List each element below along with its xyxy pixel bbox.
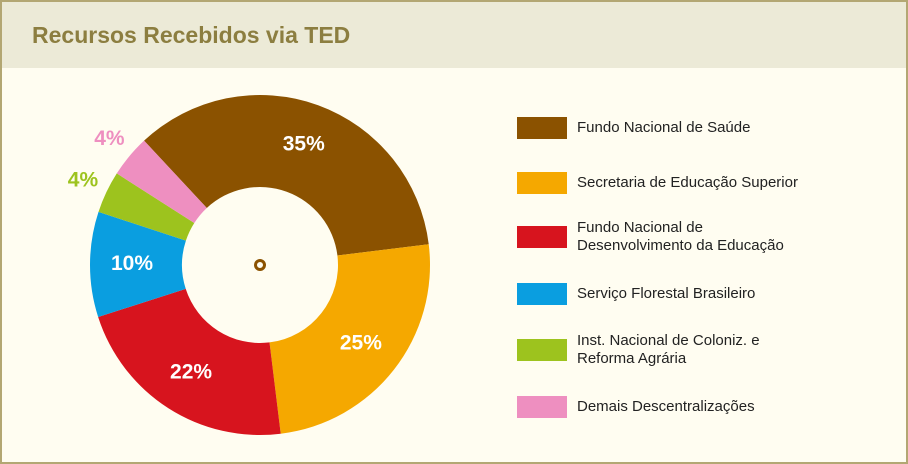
legend-item: Demais Descentralizações	[517, 385, 755, 429]
legend-item: Fundo Nacional de Saúde	[517, 106, 750, 150]
legend-swatch	[517, 339, 567, 361]
slice-label: 22%	[170, 360, 212, 383]
legend-label: Fundo Nacional de Desenvolvimento da Edu…	[577, 219, 784, 254]
slice-label: 10%	[111, 252, 153, 275]
donut-slice	[98, 288, 281, 435]
legend-swatch	[517, 226, 567, 248]
legend-label: Inst. Nacional de Coloniz. e Reforma Agr…	[577, 332, 760, 367]
donut-slice	[98, 173, 195, 241]
slice-label: 25%	[340, 331, 382, 354]
legend-item: Fundo Nacional de Desenvolvimento da Edu…	[517, 215, 784, 259]
legend-label: Fundo Nacional de Saúde	[577, 119, 751, 136]
center-dot	[254, 259, 266, 271]
donut-slice	[269, 244, 431, 434]
slice-label: 4%	[68, 168, 99, 191]
slice-label: 35%	[283, 132, 325, 155]
legend-item: Secretaria de Educação Superior	[517, 161, 798, 205]
legend-swatch	[517, 117, 567, 139]
header: Recursos Recebidos via TED	[2, 2, 906, 68]
legend-item: Serviço Florestal Brasileiro	[517, 272, 755, 316]
donut-slice	[89, 211, 186, 317]
legend-label: Serviço Florestal Brasileiro	[577, 285, 756, 302]
legend-swatch	[517, 172, 567, 194]
slice-label: 4%	[94, 127, 125, 150]
legend-swatch	[517, 283, 567, 305]
legend-label: Secretaria de Educação Superior	[577, 174, 798, 191]
legend-swatch	[517, 396, 567, 418]
legend-item: Inst. Nacional de Coloniz. e Reforma Agr…	[517, 328, 760, 372]
title: Recursos Recebidos via TED	[32, 22, 351, 48]
donut-slice	[144, 94, 429, 256]
legend-label: Demais Descentralizações	[577, 398, 755, 415]
donut-slice	[116, 140, 207, 223]
